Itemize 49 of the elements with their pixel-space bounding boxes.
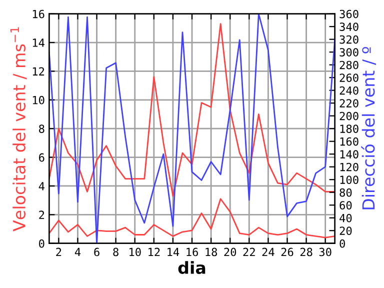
- y2-tick-label: 260: [340, 74, 358, 82]
- x-axis-title: dia: [178, 261, 206, 274]
- y2-tick-label: 160: [340, 137, 358, 146]
- y-axis-title: Velocitat del vent / ms$^{−1}$: [10, 27, 27, 232]
- x-tick-label: 28: [300, 248, 312, 256]
- x-tick-label: 14: [168, 248, 180, 256]
- y-tick-label: 4: [38, 182, 44, 190]
- x-tick-label: 8: [113, 248, 118, 256]
- y-tick-label: 10: [32, 96, 44, 104]
- x-tick-label: 18: [206, 248, 218, 256]
- y-tick-label: 12: [32, 67, 44, 76]
- y2-tick-label: 180: [340, 124, 358, 133]
- y2-tick-label: 0: [340, 239, 345, 248]
- y-tick-label: 6: [39, 153, 44, 162]
- y-tick-label: 8: [39, 124, 44, 133]
- y2-axis-title: Direcció del vent / º: [361, 47, 376, 210]
- y2-tick-label: 80: [340, 188, 352, 197]
- y-tick-label: 0: [39, 239, 44, 248]
- y2-tick-label: 300: [340, 48, 358, 56]
- y-tick-label: 14: [32, 38, 44, 47]
- y2-tick-label: 200: [340, 112, 358, 120]
- y2-tick-label: 60: [340, 201, 352, 210]
- x-tick-label: 10: [130, 248, 141, 256]
- y2-tick-label: 340: [340, 22, 358, 31]
- y2-tick-label: 140: [340, 150, 358, 159]
- y2-tick-label: 360: [340, 10, 358, 18]
- line-series: [49, 198, 335, 238]
- x-tick-label: 22: [243, 248, 255, 256]
- x-tick-label: 26: [281, 248, 294, 256]
- line-series: [49, 14, 335, 244]
- y2-tick-label: 20: [340, 226, 352, 236]
- x-tick-label: 30: [319, 248, 332, 256]
- x-tick-label: 16: [186, 248, 198, 256]
- y2-tick-label: 320: [340, 35, 358, 44]
- y2-tick-label: 100: [340, 176, 358, 184]
- x-tick-label: 4: [74, 248, 81, 256]
- y2-tick-label: 240: [340, 86, 358, 95]
- x-tick-label: 6: [94, 248, 100, 256]
- y2-tick-label: 120: [340, 162, 358, 172]
- y-tick-label: 16: [32, 10, 44, 18]
- y2-tick-label: 40: [340, 214, 352, 222]
- x-tick-label: 24: [262, 248, 274, 256]
- x-tick-label: 20: [224, 248, 236, 256]
- y2-tick-label: 220: [340, 99, 358, 108]
- y-tick-label: 2: [39, 210, 44, 219]
- y2-tick-label: 280: [340, 60, 358, 70]
- line-series: [49, 23, 335, 197]
- x-tick-label: 12: [148, 248, 160, 256]
- x-tick-label: 2: [56, 248, 62, 256]
